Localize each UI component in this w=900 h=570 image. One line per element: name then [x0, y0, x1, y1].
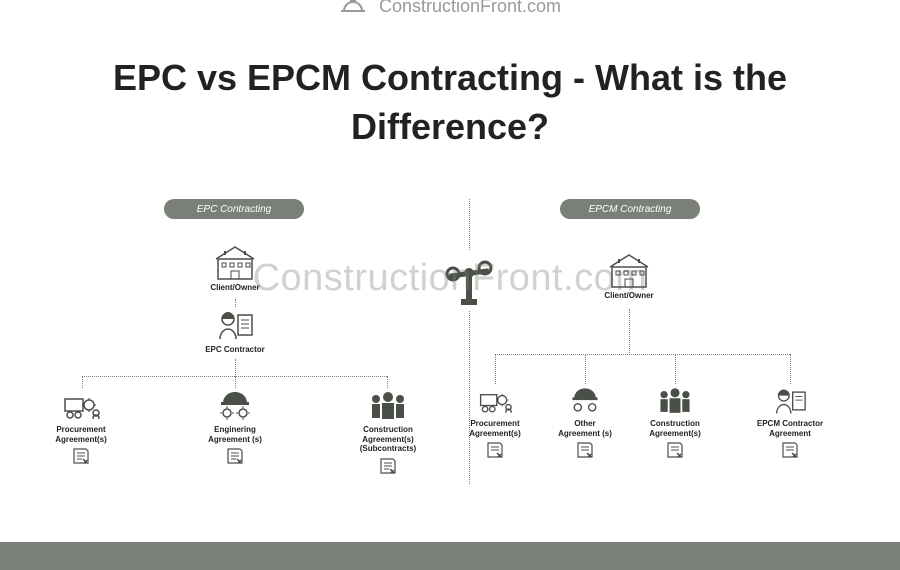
epc-leaf-procurement: ProcurementAgreement(s): [36, 389, 126, 465]
leaf-label: ConstructionAgreement(s) (Subcontracts): [340, 425, 436, 454]
footer-band: [0, 542, 900, 570]
building-icon: [584, 253, 674, 289]
epcm-pill: EPCM Contracting: [560, 199, 700, 219]
connector: [235, 376, 236, 388]
document-icon: [575, 441, 595, 459]
brand-header: ConstructionFront.com: [0, 0, 900, 12]
epc-leaf-construction: ConstructionAgreement(s) (Subcontracts): [340, 389, 436, 475]
procurement-icon: [452, 385, 538, 417]
balance-scale-icon: [439, 251, 499, 311]
document-icon: [71, 447, 91, 465]
epcm-leaf-other: OtherAgreement (s): [542, 385, 628, 459]
epc-client-node: Client/Owner: [190, 245, 280, 293]
epcm-client-node: Client/Owner: [584, 253, 674, 301]
leaf-label: EPCM ContractorAgreement: [740, 419, 840, 438]
connector: [387, 376, 388, 388]
epc-client-label: Client/Owner: [190, 283, 280, 293]
document-icon: [378, 457, 398, 475]
epcm-leaf-construction: ConstructionAgreement(s): [632, 385, 718, 459]
document-icon: [665, 441, 685, 459]
brand-name: ConstructionFront.com: [379, 0, 561, 17]
epc-contractor-node: EPC Contractor: [190, 307, 280, 355]
leaf-label: ProcurementAgreement(s): [452, 419, 538, 438]
leaf-label: ProcurementAgreement(s): [36, 425, 126, 444]
epcm-client-label: Client/Owner: [584, 291, 674, 301]
contractor-icon: [740, 385, 840, 417]
engineering-icon: [190, 389, 280, 423]
epc-pill: EPC Contracting: [164, 199, 304, 219]
leaf-label: EngineringAgreement (s): [190, 425, 280, 444]
epc-leaf-engineering: EngineringAgreement (s): [190, 389, 280, 465]
connector: [675, 354, 676, 384]
connector: [629, 309, 630, 355]
document-icon: [485, 441, 505, 459]
connector: [585, 354, 586, 384]
document-icon: [780, 441, 800, 459]
procurement-icon: [36, 389, 126, 423]
leaf-label: OtherAgreement (s): [542, 419, 628, 438]
contractor-icon: [190, 307, 280, 343]
connector: [495, 354, 790, 355]
epcm-leaf-procurement: ProcurementAgreement(s): [452, 385, 538, 459]
crew-icon: [632, 385, 718, 417]
epcm-leaf-contractor: EPCM ContractorAgreement: [740, 385, 840, 459]
hardhat-icon: [339, 0, 367, 13]
connector: [235, 359, 236, 377]
connector: [82, 376, 83, 388]
engineering-icon: [542, 385, 628, 417]
crew-icon: [340, 389, 436, 423]
building-icon: [190, 245, 280, 281]
connector: [495, 354, 496, 384]
page-title: EPC vs EPCM Contracting - What is the Di…: [0, 54, 900, 151]
document-icon: [225, 447, 245, 465]
connector: [790, 354, 791, 384]
comparison-diagram: ConstructionFront.com EPC Contracting Cl…: [0, 199, 900, 519]
leaf-label: ConstructionAgreement(s): [632, 419, 718, 438]
epc-contractor-label: EPC Contractor: [190, 345, 280, 355]
connector: [235, 299, 236, 307]
